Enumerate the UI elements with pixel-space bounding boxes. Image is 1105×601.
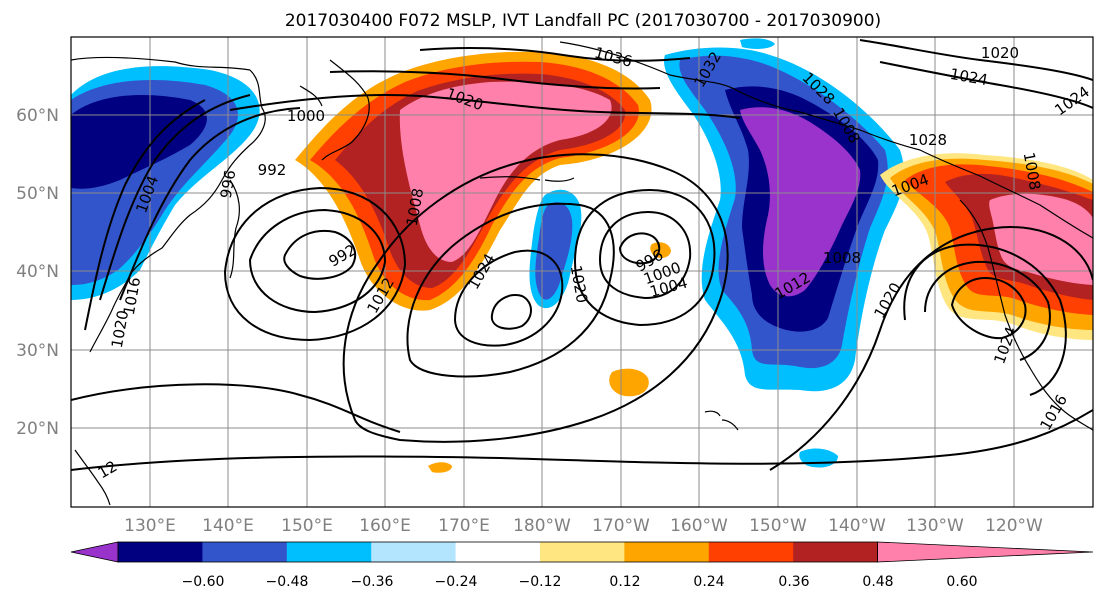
isobar-south-1 [71,409,1093,471]
isobar-south-2 [71,383,401,433]
colorbar-tick-label: −0.48 [266,574,309,590]
lon-tick-label: 120°W [985,516,1043,536]
isobar-label: 992 [258,161,287,179]
map-frame [70,36,1094,508]
lat-tick-label: 60°N [16,106,59,126]
latitude-labels: 60°N 50°N 40°N 30°N 20°N [16,106,59,439]
colorbar-segment [708,542,794,562]
lat-tick-label: 40°N [16,262,59,282]
isobar-label: 1008 [823,249,861,267]
coast-aleutians [479,176,575,182]
positive-patch-low [650,242,671,259]
colorbar-segment [118,542,203,562]
coast-north-america [959,199,1093,431]
lon-tick-label: 170°E [438,516,490,536]
isobar-low-west-3 [283,230,357,280]
isobar-label: 1020 [981,44,1019,62]
positive-anomaly-america-pink [989,193,1093,285]
isobar-west-2 [99,94,251,301]
isobar-label: 1028 [909,131,947,149]
ivt-shading [71,38,1093,473]
colorbar [70,541,1094,563]
coastlines [71,41,1093,506]
coast-asia [71,56,323,353]
isobar-north-2 [329,70,661,90]
lon-tick-label: 160°W [670,516,728,536]
mslp-isobars [71,39,1093,471]
lat-tick-label: 50°N [16,184,59,204]
isobar-east-high-1 [903,243,1067,396]
lon-tick-label: 150°W [749,516,807,536]
isobar-central-high-core [490,294,532,330]
isobar-low-central-1 [598,210,692,300]
lon-tick-label: 140°E [202,516,254,536]
lon-tick-label: 160°E [359,516,411,536]
isobar-low-central-2 [573,188,716,327]
colorbar-segment [202,542,288,562]
colorbar-tick-label: −0.60 [182,574,225,590]
negative-anomaly-asia-core [71,95,207,189]
isobar-north-3 [419,47,691,62]
colorbar-segment [793,542,879,562]
isobar-west-3 [84,99,206,331]
colorbar-ticks: −0.60 −0.48 −0.36 −0.24 −0.12 0.12 0.24 … [182,574,978,590]
isobar-low-west-2 [223,186,407,342]
negative-anomaly-central-mid [535,202,573,300]
map-panel: 1036 1032 1028 1020 1024 1024 1020 1000 … [71,37,1093,507]
lat-tick-label: 30°N [16,341,59,361]
coast-alaska [559,41,1093,239]
negative-anomaly-east-core [740,107,861,297]
isobar-northeast-1 [859,39,1093,81]
isobar-north-1 [229,93,741,119]
isobar-northeast-2 [879,61,1093,109]
longitude-labels: 130°E 140°E 150°E 160°E 170°E 180°W 170°… [124,516,1043,536]
lon-tick-label: 150°E [281,516,333,536]
negative-patch-top [740,38,775,49]
colorbar-tick-label: 0.60 [946,574,977,590]
lon-tick-label: 140°W [828,516,886,536]
coast-kamchatka [321,59,370,161]
isobar-low-west-1 [248,208,387,314]
colorbar-tick-label: −0.24 [435,574,478,590]
isobar-central-high-mid [406,202,615,378]
colorbar-segment [286,542,372,562]
positive-patch-subtropics [609,368,649,397]
lon-tick-label: 130°W [906,516,964,536]
positive-patch-south [428,462,452,473]
colorbar-segment [624,542,710,562]
lon-tick-label: 130°E [124,516,176,536]
isobar-central-high-outer [342,153,729,443]
isobar-central-high-inner [453,249,564,347]
colorbar-extend-min [70,541,119,563]
colorbar-outline [117,541,878,563]
colorbar-extend-max [877,541,1094,563]
isobar-label: 1000 [287,107,325,125]
positive-anomaly-north-pink [399,81,612,262]
colorbar-segment [371,542,457,562]
isobar-low-central-3 [618,232,661,265]
isobar-east-high-2 [924,260,1051,361]
lat-tick-label: 20°N [16,419,59,439]
lon-tick-label: 170°W [592,516,650,536]
isobar-west-1 [119,107,301,301]
figure-title: 2017030400 F072 MSLP, IVT Landfall PC (2… [285,11,881,31]
coast-hawaii [704,410,739,431]
colorbar-tick-label: −0.36 [351,574,394,590]
isobar-label: 996 [217,168,240,199]
isobar-east-high-3 [950,276,1027,340]
colorbar-segment [540,542,625,562]
colorbar-tick-label: 0.36 [778,574,809,590]
colorbar-tick-label: −0.12 [519,574,562,590]
colorbar-tick-label: 0.24 [693,574,724,590]
coast-philippines [74,449,111,506]
colorbar-tick-label: 0.12 [609,574,640,590]
lon-tick-label: 180°W [513,516,571,536]
colorbar-tick-label: 0.48 [862,574,893,590]
colorbar-segment [455,542,541,562]
